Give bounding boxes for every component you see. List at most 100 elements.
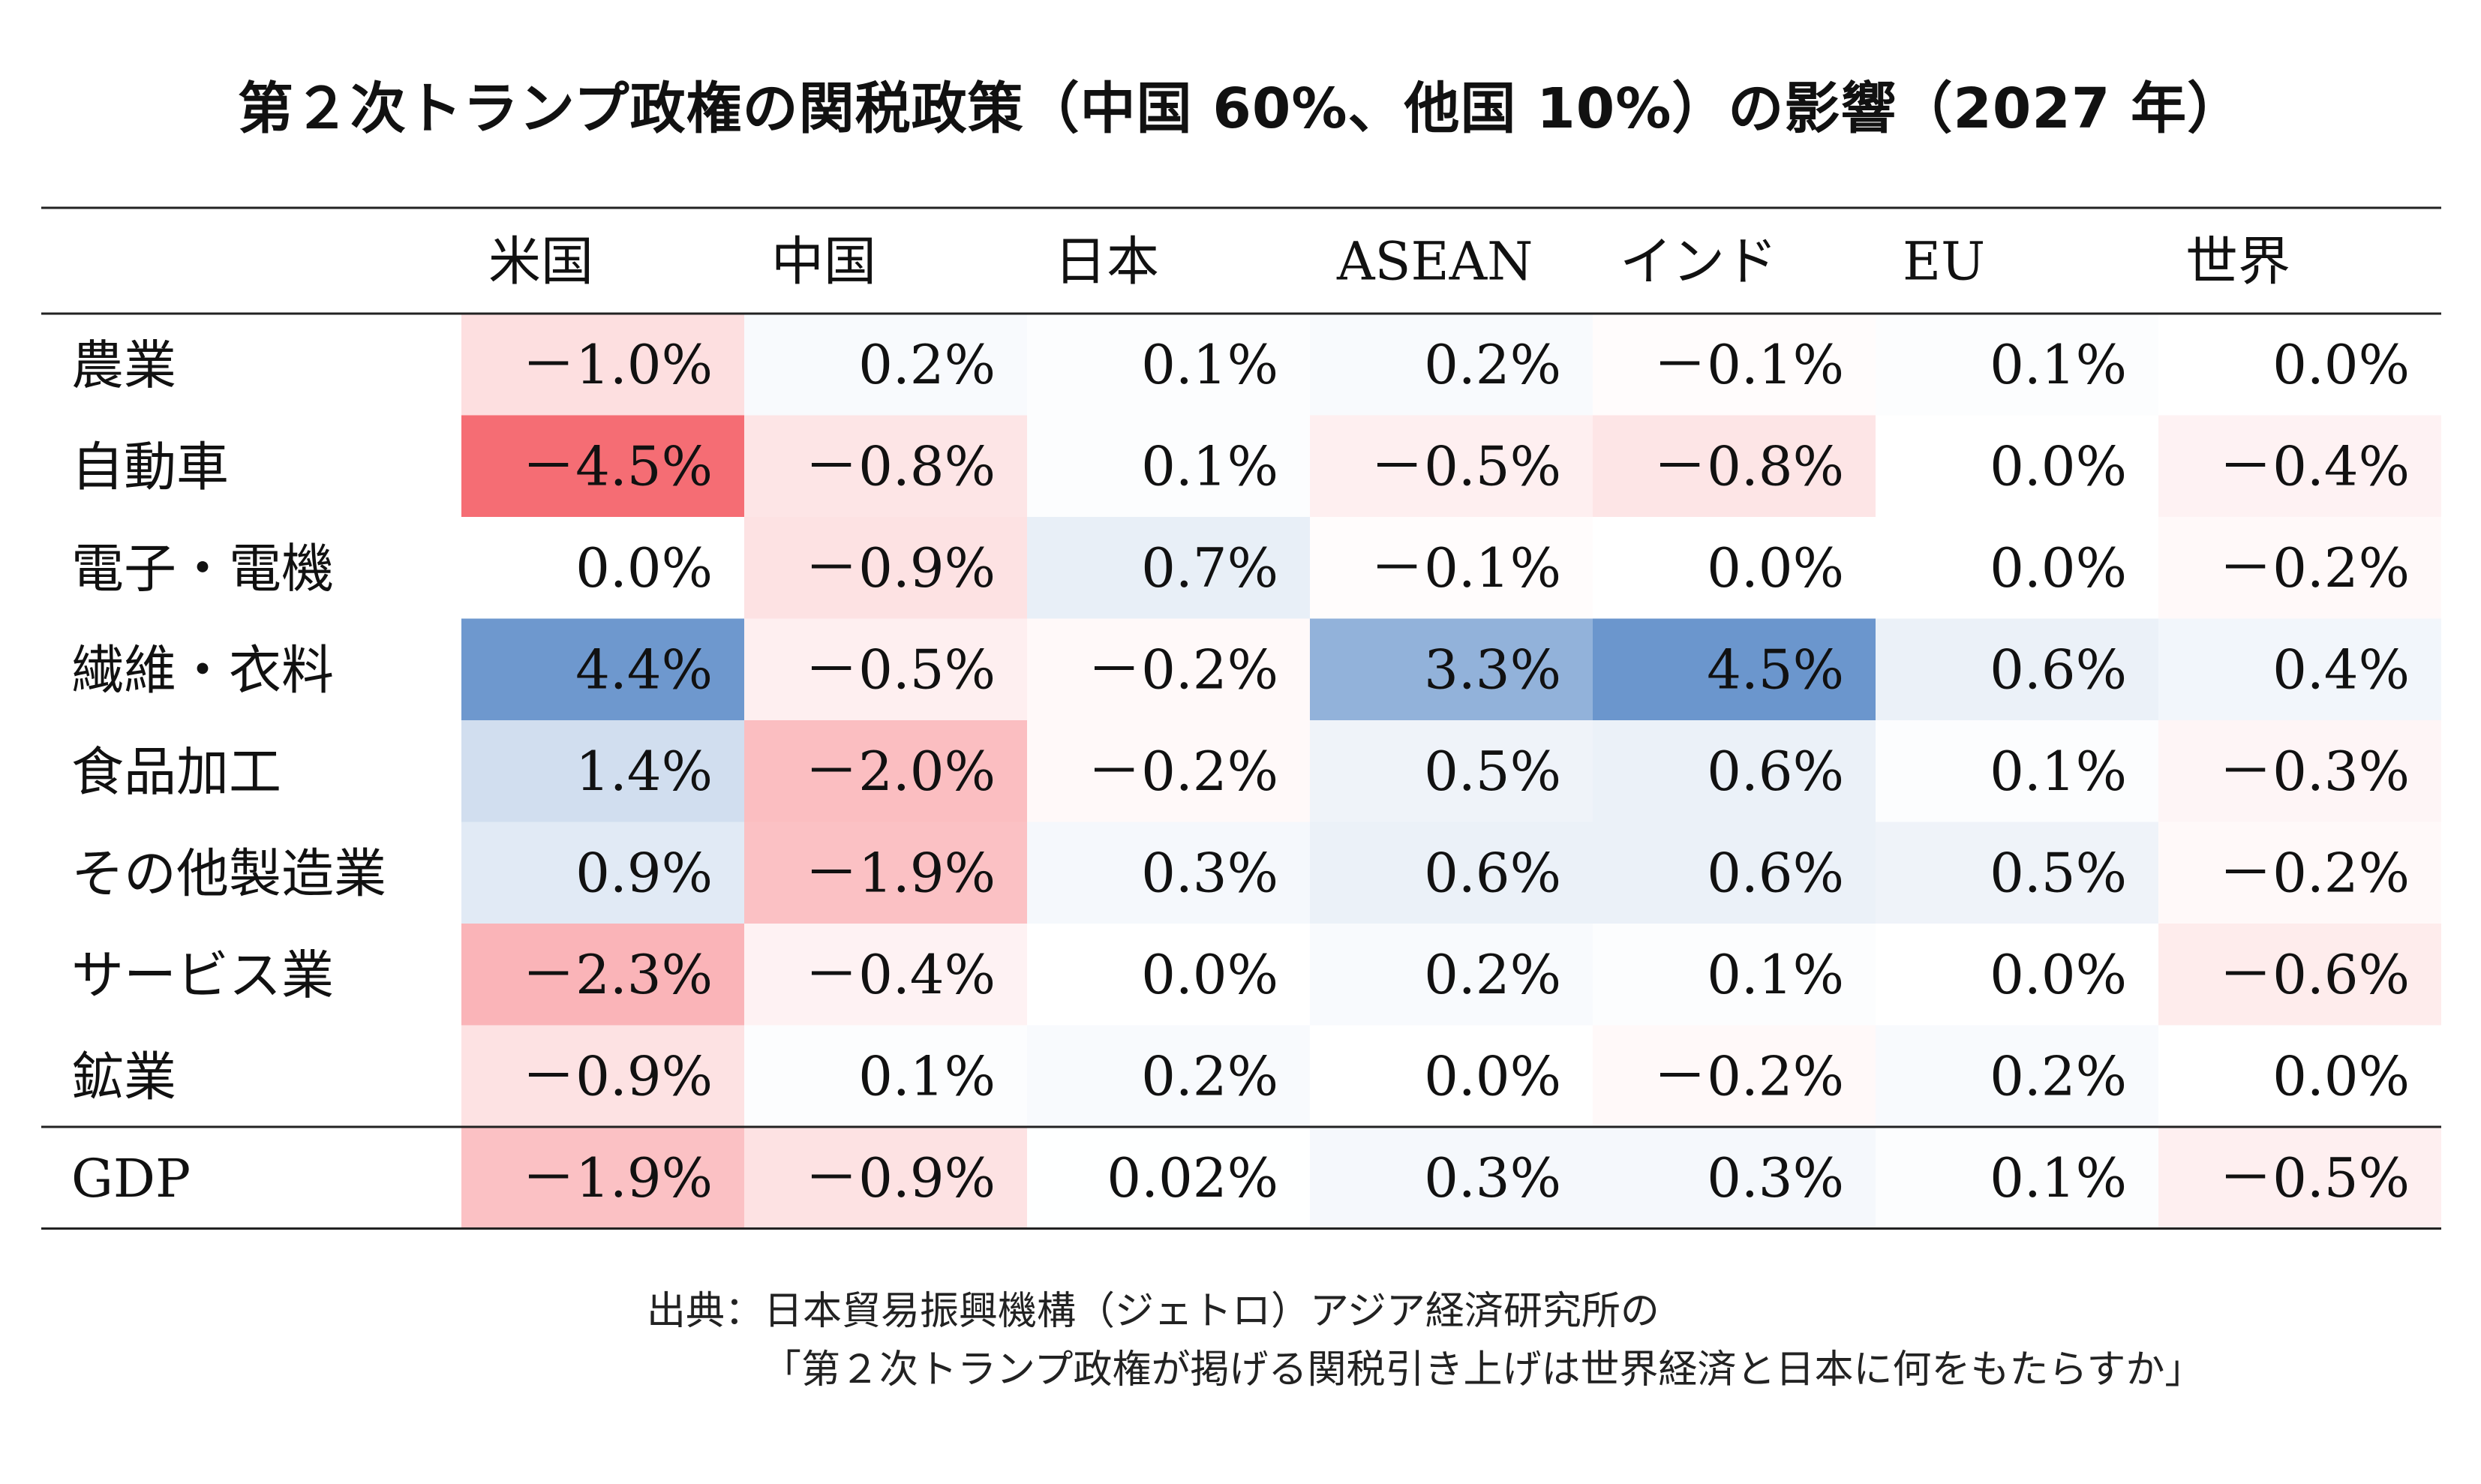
cell-value-label: 1.4% [575, 740, 713, 803]
heatmap-cell [461, 618, 744, 720]
heatmap-cell [461, 924, 744, 1026]
cell-value-label: 0.1% [1141, 434, 1278, 497]
row-label: サービス業 [71, 945, 334, 1006]
cell-value-label: －0.5% [2218, 1146, 2410, 1209]
cell-value-label: 0.3% [1141, 841, 1278, 904]
cell-value-label: －1.0% [521, 333, 713, 396]
heatmap-cell [1027, 314, 1310, 416]
row-label: その他製造業 [71, 843, 386, 904]
chart-title: 第２次トランプ政権の関税政策（中国 60%、他国 10%）の影響（2027 年） [237, 77, 2244, 141]
cell-value-label: －2.0% [804, 740, 996, 803]
cell-value-label: 0.0% [575, 536, 713, 599]
row-label: 自動車 [71, 436, 229, 497]
heatmap-cell [1593, 720, 1876, 822]
heatmap-cell [461, 314, 744, 416]
cell-value-label: 0.6% [1990, 638, 2127, 701]
cell-value-label: 0.1% [1707, 943, 1844, 1006]
heatmap-cell [744, 924, 1027, 1026]
heatmap-cell [461, 822, 744, 924]
heatmap-cell [2158, 924, 2441, 1026]
heatmap-cell [1027, 822, 1310, 924]
row-label: 農業 [71, 335, 176, 396]
cell-value-label: －1.9% [521, 1146, 713, 1209]
row-label: 食品加工 [71, 741, 281, 803]
cell-value-label: 0.02% [1107, 1146, 1278, 1209]
heatmap-cell [1876, 720, 2158, 822]
heatmap-cell [1310, 314, 1593, 416]
cell-value-label: －0.1% [1653, 333, 1844, 396]
heatmap-cell [1593, 415, 1876, 517]
heatmap-cell [1876, 517, 2158, 619]
cell-value-label: －0.1% [1370, 536, 1561, 599]
heatmap-cell [1310, 618, 1593, 720]
heatmap-cell [461, 517, 744, 619]
cell-value-label: 0.1% [1990, 1146, 2127, 1209]
cell-value-label: －0.2% [2218, 841, 2410, 904]
cell-value-label: －0.5% [1370, 434, 1561, 497]
cell-value-label: 0.3% [1424, 1146, 1561, 1209]
heatmap-cell [1310, 822, 1593, 924]
heatmap-cell [1027, 1127, 1310, 1229]
cell-value-label: 0.6% [1707, 740, 1844, 803]
cell-value-label: 0.6% [1424, 841, 1561, 904]
cell-value-label: 0.5% [1990, 841, 2127, 904]
row-label: GDP [71, 1148, 191, 1209]
row-label: 鉱業 [71, 1046, 176, 1107]
heatmap-cell [2158, 822, 2441, 924]
cell-value-label: －0.2% [2218, 536, 2410, 599]
heatmap-cell [2158, 314, 2441, 416]
cell-value-label: 0.0% [1990, 943, 2127, 1006]
heatmap-cell [1027, 924, 1310, 1026]
cell-value-label: －0.9% [521, 1044, 713, 1107]
heatmap-cell [1876, 1127, 2158, 1229]
cell-value-label: 0.6% [1707, 841, 1844, 904]
cell-value-label: 0.2% [1141, 1044, 1278, 1107]
heatmap-cell [744, 517, 1027, 619]
cell-value-label: 0.0% [2272, 333, 2410, 396]
cell-value-label: －0.9% [804, 536, 996, 599]
heatmap-cell [1310, 1025, 1593, 1127]
cell-value-label: 0.7% [1141, 536, 1278, 599]
cell-value-label: 0.1% [1141, 333, 1278, 396]
cell-value-label: 0.9% [575, 841, 713, 904]
cell-value-label: －2.3% [521, 943, 713, 1006]
heatmap-cell [2158, 1025, 2441, 1127]
cell-value-label: 0.2% [1424, 333, 1561, 396]
cell-value-label: 4.5% [1707, 638, 1844, 701]
row-label: 電子・電機 [71, 538, 334, 599]
cell-value-label: －0.5% [804, 638, 996, 701]
cell-value-label: －0.9% [804, 1146, 996, 1209]
heatmap-cell [1593, 517, 1876, 619]
heatmap-cell [1027, 517, 1310, 619]
cell-value-label: －0.4% [2218, 434, 2410, 497]
heatmap-cell [744, 1025, 1027, 1127]
cell-value-label: －0.2% [1087, 740, 1278, 803]
heatmap-cell [1876, 314, 2158, 416]
source-line-1: 出典：日本貿易振興機構（ジェトロ）アジア経済研究所の [647, 1289, 1660, 1334]
heatmap-cell [461, 720, 744, 822]
cell-value-label: 0.1% [1990, 740, 2127, 803]
column-header: EU [1903, 231, 1985, 293]
heatmap-cell [744, 618, 1027, 720]
cell-value-label: －4.5% [521, 434, 713, 497]
heatmap-cell [744, 720, 1027, 822]
cell-value-label: －1.9% [804, 841, 996, 904]
cell-value-label: 0.1% [1990, 333, 2127, 396]
heatmap-cell [1593, 924, 1876, 1026]
heatmap-cell [2158, 415, 2441, 517]
column-header: 日本 [1054, 231, 1159, 293]
heatmap-cell [2158, 720, 2441, 822]
cell-value-label: －0.6% [2218, 943, 2410, 1006]
heatmap-cell [744, 314, 1027, 416]
cell-value-label: 0.5% [1424, 740, 1561, 803]
cell-value-label: －0.8% [1653, 434, 1844, 497]
cell-value-label: －0.3% [2218, 740, 2410, 803]
heatmap-cell [1027, 618, 1310, 720]
cell-value-label: －0.8% [804, 434, 996, 497]
column-header: ASEAN [1336, 231, 1533, 293]
cell-value-label: 0.0% [1990, 434, 2127, 497]
heatmap-cell [1310, 415, 1593, 517]
heatmap-cell [1876, 415, 2158, 517]
cell-value-label: 0.0% [1707, 536, 1844, 599]
